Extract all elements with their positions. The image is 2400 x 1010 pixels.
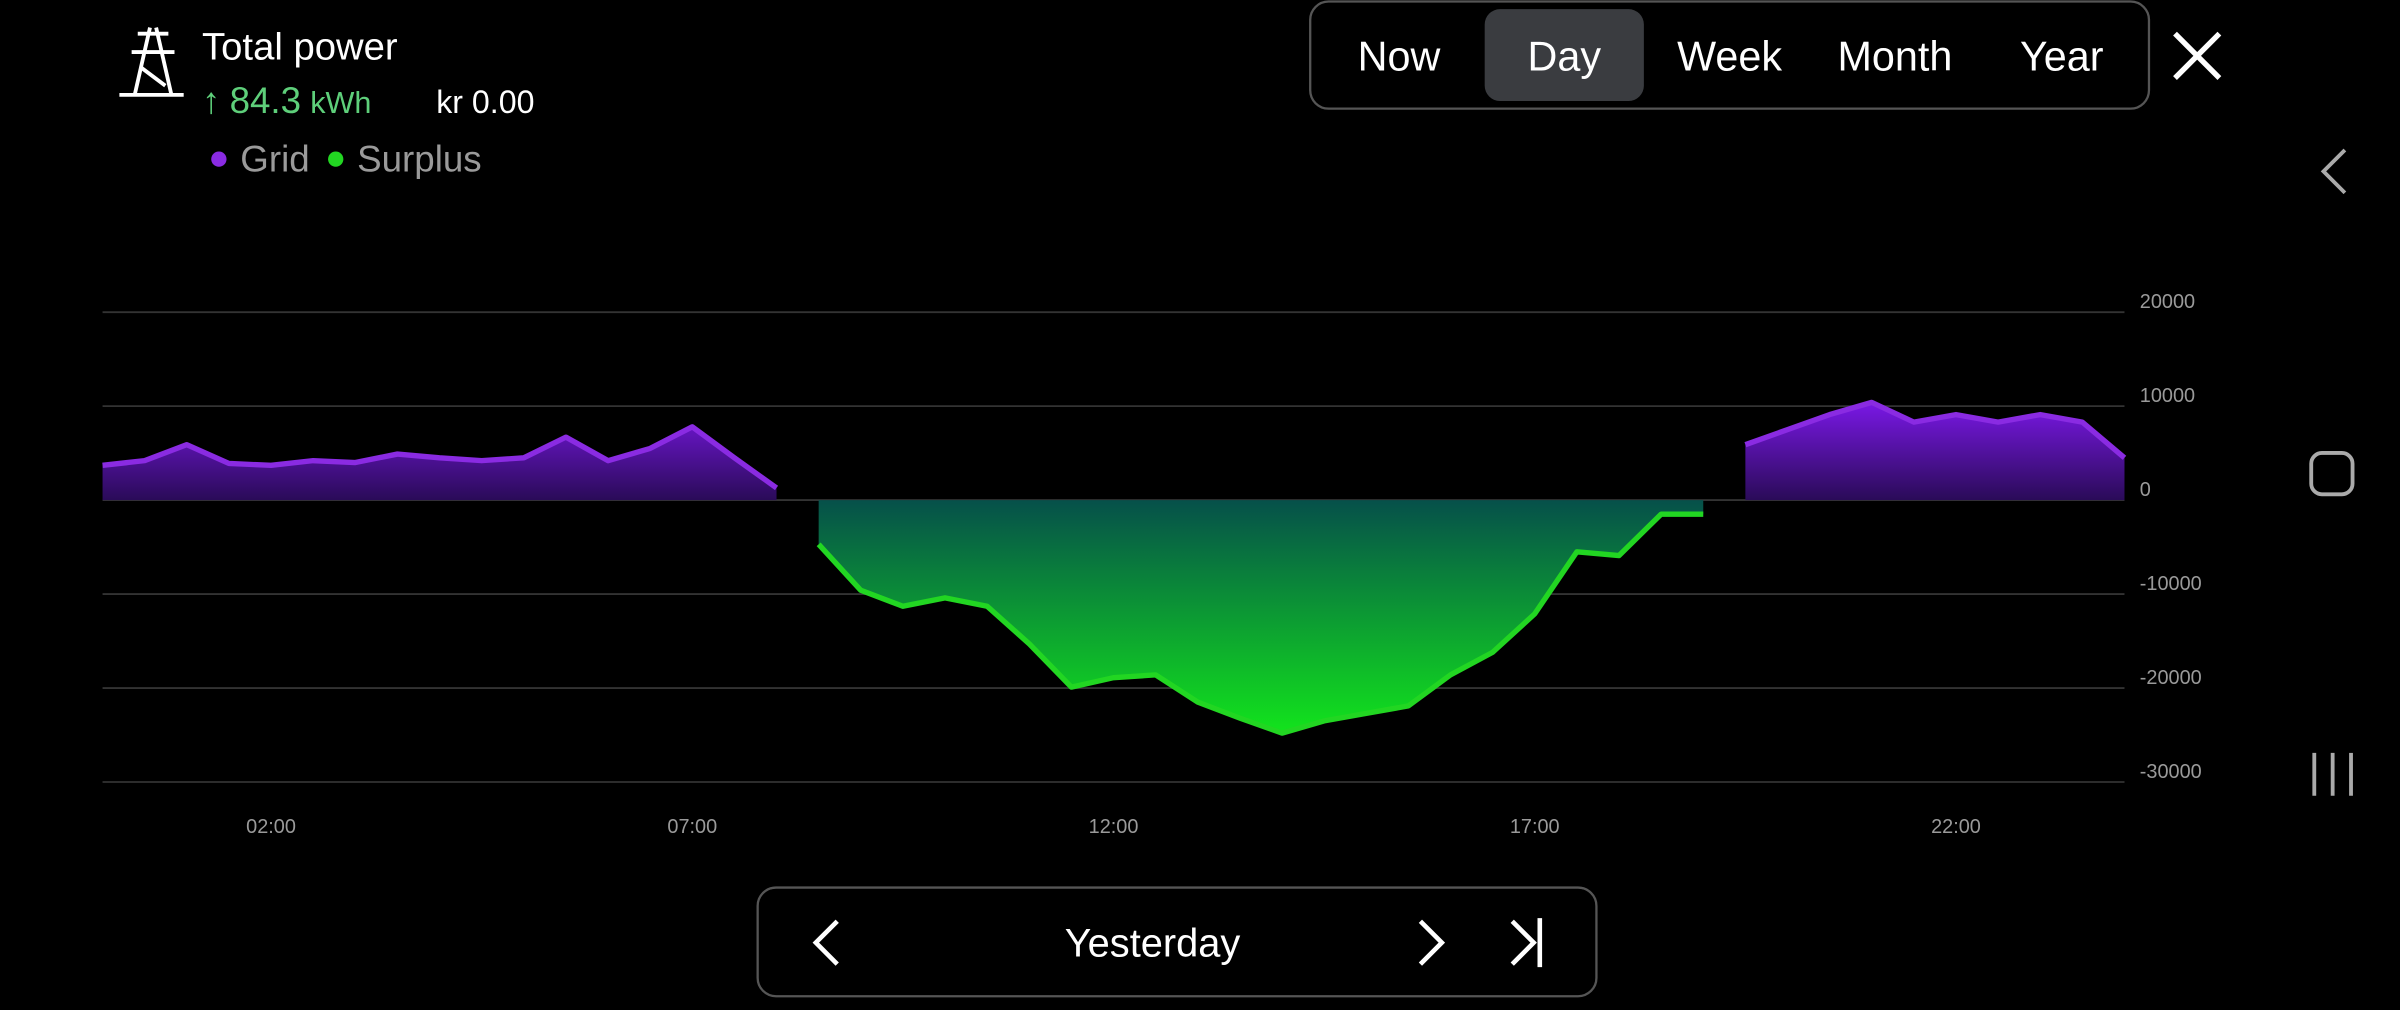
tabs: Now Day Week Month Year xyxy=(1358,9,2104,102)
area xyxy=(102,402,2125,501)
system-back[interactable] xyxy=(2320,148,2347,195)
x-tick-label: 07:00 xyxy=(667,816,717,838)
tab[interactable]: Now xyxy=(1358,33,1441,79)
legend-swatch xyxy=(328,151,344,167)
x-tick-label: 17:00 xyxy=(1510,816,1560,838)
next-button[interactable] xyxy=(1418,919,1446,966)
arrow: ↑ xyxy=(202,80,220,121)
date-navigator xyxy=(756,886,1598,998)
legend-swatch xyxy=(211,151,227,167)
line xyxy=(816,511,1704,736)
y-tick-label: 10000 xyxy=(2140,385,2195,407)
system-recents[interactable] xyxy=(2312,752,2353,796)
x-tick-label: 02:00 xyxy=(246,816,296,838)
tower-icon xyxy=(119,27,184,97)
legend-label: Surplus xyxy=(357,138,482,179)
y-tick-label: -10000 xyxy=(2140,573,2202,595)
energy-unit: kWh xyxy=(310,86,371,120)
tab[interactable]: Year xyxy=(2020,33,2104,79)
cost: kr 0.00 xyxy=(436,84,534,120)
tab[interactable]: Week xyxy=(1677,33,1782,79)
chart: 20000 10000 0 -10000 -20000 -30000 02:00 07:00 1… xyxy=(102,291,2202,838)
title: Total power xyxy=(202,26,398,69)
close-button[interactable] xyxy=(2173,31,2222,80)
system-home[interactable] xyxy=(2309,451,2355,497)
tab[interactable]: Month xyxy=(1837,33,1952,79)
date-label: Yesterday xyxy=(1065,921,1241,965)
y-tick-label: 0 xyxy=(2140,479,2151,501)
legend-label: Grid xyxy=(240,138,309,179)
latest-button[interactable] xyxy=(1510,918,1543,968)
tab[interactable]: Day xyxy=(1528,33,1602,79)
y-tick-label: 20000 xyxy=(2140,291,2195,313)
y-tick-label: -30000 xyxy=(2140,761,2202,783)
area xyxy=(818,500,1704,734)
y-tick-label: -20000 xyxy=(2140,667,2202,689)
energy-value: 84.3 xyxy=(230,80,301,121)
x-tick-label: 22:00 xyxy=(1931,816,1981,838)
legend: Grid Surplus xyxy=(211,138,482,179)
energy: ↑ 84.3 kWh xyxy=(202,80,371,121)
x-tick-label: 12:00 xyxy=(1089,816,1139,838)
tab-bar xyxy=(1309,0,2151,110)
line xyxy=(102,399,2127,491)
previous-button[interactable] xyxy=(812,919,839,966)
tab-active-bg xyxy=(1484,9,1644,102)
